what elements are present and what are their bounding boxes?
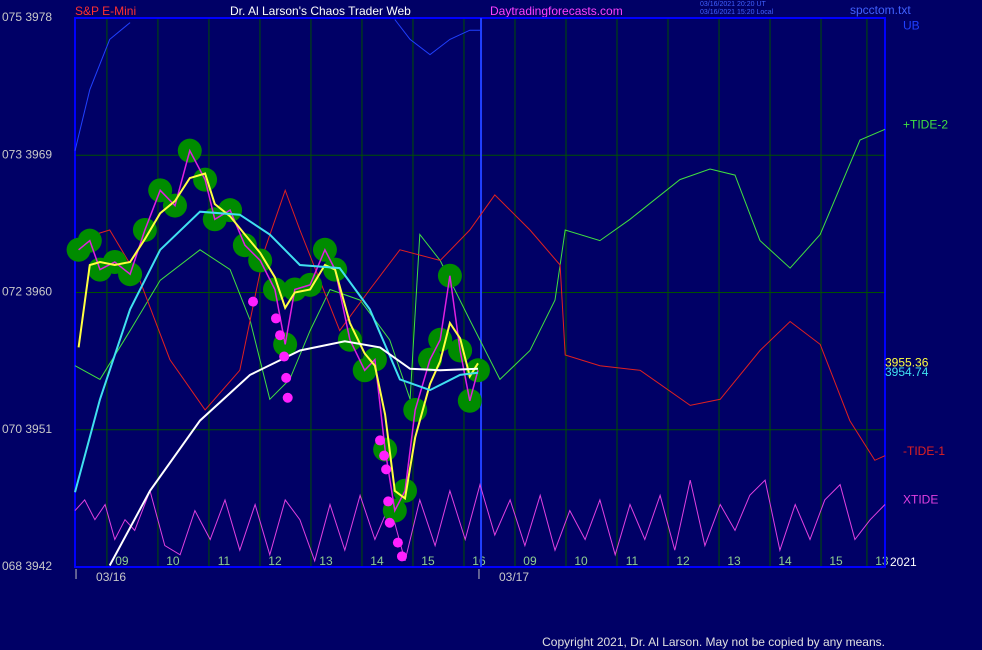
x-tick-label: 13 bbox=[727, 554, 741, 568]
file-name: spcctom.txt bbox=[850, 3, 911, 17]
series-line bbox=[77, 172, 479, 501]
signal-dot bbox=[281, 372, 292, 383]
x-tick-label: 10 bbox=[166, 554, 180, 568]
y-tick-label: 073 3969 bbox=[2, 147, 52, 161]
timestamp: 03/16/2021 15:20 Local bbox=[700, 9, 774, 16]
x-tick-label: 10 bbox=[574, 554, 588, 568]
series-line bbox=[78, 148, 479, 513]
signal-dot bbox=[383, 496, 394, 507]
y-tick-label: 075 3978 bbox=[2, 10, 52, 24]
signal-dot bbox=[384, 517, 395, 528]
site: Daytradingforecasts.com bbox=[490, 4, 623, 18]
x-tick-label: 12 bbox=[676, 554, 690, 568]
signal-dot bbox=[279, 351, 290, 362]
date-label: 03/16 bbox=[96, 570, 126, 584]
x-tick-label: 15 bbox=[421, 554, 435, 568]
x-tick-label: 16 bbox=[472, 554, 486, 568]
series-label: +TIDE-2 bbox=[903, 117, 948, 131]
signal-dot bbox=[392, 537, 403, 548]
signal-dot bbox=[381, 464, 392, 475]
instrument: S&P E-Mini bbox=[75, 4, 136, 18]
chart-title: Dr. Al Larson's Chaos Trader Web bbox=[230, 4, 411, 18]
x-tick-label: 14 bbox=[778, 554, 792, 568]
y-tick-label: 072 3960 bbox=[2, 285, 52, 299]
x-tick-label: 13 bbox=[319, 554, 333, 568]
series-line bbox=[74, 210, 479, 493]
signal-dot bbox=[248, 296, 259, 307]
series-line bbox=[74, 479, 886, 563]
x-tick-label: 09 bbox=[115, 554, 129, 568]
x-tick-label: 15 bbox=[829, 554, 843, 568]
last-value-label: 3955.36 bbox=[885, 355, 929, 369]
signal-dot bbox=[379, 450, 390, 461]
x-tick-label: 14 bbox=[370, 554, 384, 568]
copyright: Copyright 2021, Dr. Al Larson. May not b… bbox=[542, 635, 885, 649]
timestamp: 03/16/2021 20:20 UT bbox=[700, 1, 766, 8]
signal-dot bbox=[396, 551, 407, 562]
x-tick-label: 11 bbox=[626, 554, 639, 568]
date-label: 03/17 bbox=[499, 570, 529, 584]
signal-dot bbox=[275, 330, 286, 341]
signal-dot bbox=[270, 313, 281, 324]
x-tick-label: 09 bbox=[523, 554, 537, 568]
last-value-label: 3954.74 bbox=[885, 365, 929, 379]
series-line bbox=[108, 340, 479, 566]
series-label: XTIDE bbox=[903, 493, 938, 507]
x-tick-label: 12 bbox=[268, 554, 282, 568]
price-blob bbox=[465, 358, 490, 383]
series-line bbox=[74, 188, 886, 461]
year: 2021 bbox=[890, 555, 917, 569]
signal-dot bbox=[375, 435, 386, 446]
series-line bbox=[74, 19, 480, 151]
y-tick-label: 070 3951 bbox=[2, 422, 52, 436]
y-tick-label: 068 3942 bbox=[2, 559, 52, 573]
series-label: -TIDE-1 bbox=[903, 444, 945, 458]
x-tick-label: 11 bbox=[218, 554, 231, 568]
series-label: UB bbox=[903, 18, 920, 32]
plot-frame bbox=[74, 17, 886, 568]
signal-dot bbox=[282, 392, 293, 403]
